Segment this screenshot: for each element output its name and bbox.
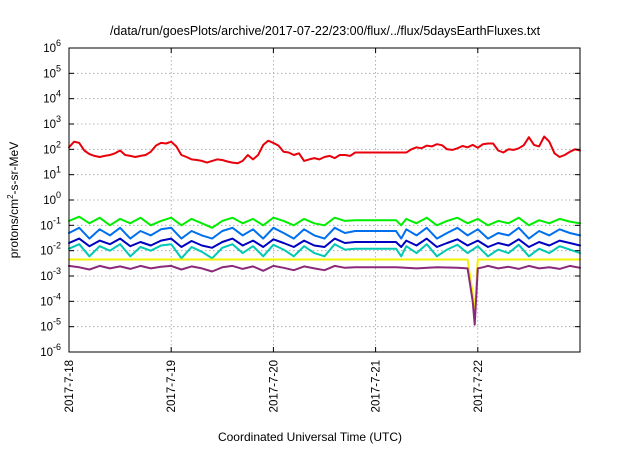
y-tick-label: 104 (43, 89, 61, 106)
y-tick-label: 102 (43, 139, 61, 156)
flux-series-line-6 (68, 258, 581, 313)
y-tick-label: 100 (43, 190, 61, 207)
y-tick-label: 10-1 (40, 215, 61, 232)
flux-series-line-4 (68, 237, 581, 249)
tick-layer: 10-6 10-5 10-4 10-3 10-2 10-1 100 101 102 103 104 1… (40, 38, 580, 412)
flux-series-line-5 (68, 243, 581, 260)
x-tick-label: 2017-7-22 (473, 360, 485, 412)
x-tick-label: 2017-7-18 (64, 360, 76, 412)
y-tick-label: 103 (43, 114, 61, 131)
y-tick-label: 10-4 (40, 291, 61, 308)
y-tick-label: 10-6 (40, 342, 61, 359)
y-tick-label: 10-2 (40, 241, 61, 258)
x-axis-label: Coordinated Universal Time (UTC) (218, 430, 402, 444)
x-tick-label: 2017-7-20 (268, 360, 280, 412)
x-tick-label: 2017-7-19 (166, 360, 178, 412)
y-tick-label: 105 (43, 63, 61, 80)
y-tick-label: 10-3 (40, 266, 61, 283)
chart-title: /data/run/goesPlots/archive/2017-07-22/2… (110, 24, 541, 38)
flux-series-line-1 (68, 135, 581, 165)
y-axis-label-main: protons/cm (7, 199, 21, 258)
y-tick-label: 101 (43, 165, 61, 182)
y-tick-label: 106 (43, 38, 61, 55)
y-tick-label: 10-5 (40, 317, 61, 334)
y-axis-label-tail: -s-sr-MeV (7, 142, 21, 195)
grid-layer (69, 48, 580, 352)
flux-series-line-3 (68, 226, 581, 240)
series-layer (68, 135, 581, 326)
y-axis-label-sup: 2 (6, 194, 15, 199)
flux-series-line-7 (68, 264, 581, 326)
y-axis-label: protons/cm2-s-sr-MeV (6, 142, 21, 258)
flux-series-line-2 (68, 215, 581, 229)
x-tick-label: 2017-7-21 (371, 360, 383, 412)
